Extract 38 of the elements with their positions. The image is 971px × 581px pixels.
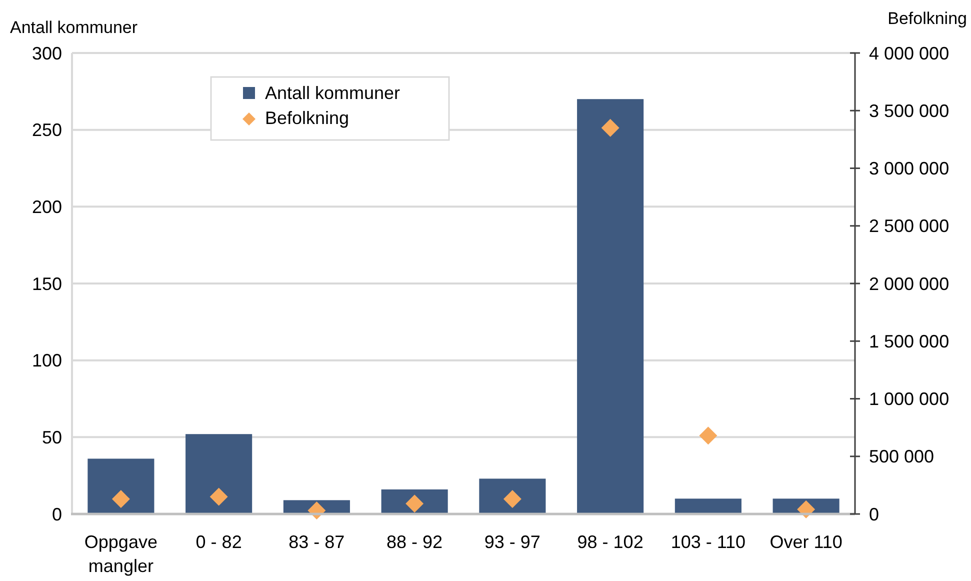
y2-tick-label: 500 000 xyxy=(869,446,934,467)
x-tick-label: 0 - 82 xyxy=(196,532,242,552)
y-tick-label: 200 xyxy=(32,196,62,217)
x-tick-label: 83 - 87 xyxy=(288,532,345,552)
y-tick-label: 0 xyxy=(52,504,62,524)
legend-label: Befolkning xyxy=(265,108,350,128)
y2-tick-label: 3 500 000 xyxy=(869,100,950,121)
x-tick-label: 98 - 102 xyxy=(577,532,644,552)
y-tick-label: 300 xyxy=(32,43,62,64)
bar xyxy=(88,458,154,514)
y-tick-label: 100 xyxy=(32,350,62,371)
point xyxy=(699,426,718,445)
y2-tick-label: 2 500 000 xyxy=(869,216,950,236)
y-axis-title: Antall kommuner xyxy=(10,18,138,37)
bar xyxy=(381,489,448,514)
y2-tick-label: 3 000 000 xyxy=(869,158,950,179)
bar xyxy=(674,498,742,514)
y2-tick-label: 0 xyxy=(869,504,880,524)
y2-tick-label: 1 500 000 xyxy=(869,331,950,352)
y-tick-label: 150 xyxy=(32,274,62,294)
y2-tick-label: 4 000 000 xyxy=(869,43,950,64)
x-tick-label: 88 - 92 xyxy=(386,532,443,552)
legend-label: Antall kommuner xyxy=(265,83,400,103)
point xyxy=(601,118,620,137)
y-tick-label: 250 xyxy=(32,120,62,140)
x-tick-label: 93 - 97 xyxy=(484,532,540,552)
y2-axis-title: Befolkning xyxy=(888,9,967,28)
point xyxy=(112,490,130,508)
bar xyxy=(186,434,252,514)
x-tick-label: Oppgave mangler xyxy=(84,532,158,576)
bar xyxy=(479,478,546,514)
y-tick-label: 50 xyxy=(42,427,62,448)
bar xyxy=(577,99,644,514)
point xyxy=(210,488,228,506)
y2-tick-label: 1 000 000 xyxy=(869,389,950,410)
y2-tick-label: 2 000 000 xyxy=(869,274,950,294)
x-tick-label: 103 - 110 xyxy=(670,532,746,552)
x-tick-label: Over 110 xyxy=(770,532,842,552)
